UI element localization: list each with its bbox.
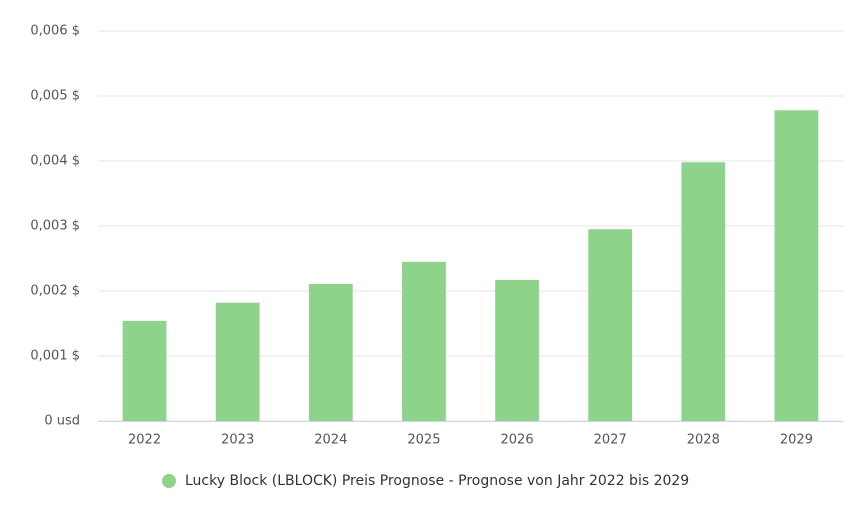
y-tick-label: 0,003 $ <box>30 219 80 234</box>
y-tick-label: 0,001 $ <box>30 349 80 364</box>
y-tick-label: 0,006 $ <box>30 24 80 39</box>
x-tick-label: 2024 <box>314 433 347 448</box>
bar <box>215 302 260 421</box>
x-tick-label: 2029 <box>780 433 813 448</box>
bar <box>495 279 539 421</box>
bar <box>122 320 167 421</box>
x-tick-label: 2025 <box>407 433 440 448</box>
bar <box>588 229 633 421</box>
x-tick-label: 2027 <box>594 433 627 448</box>
y-tick-label: 0,005 $ <box>30 89 80 104</box>
x-tick-label: 2023 <box>221 433 254 448</box>
y-tick-label: 0,004 $ <box>30 154 80 169</box>
x-tick-label: 2028 <box>687 433 720 448</box>
bar <box>681 162 726 422</box>
bar <box>308 283 353 421</box>
x-tick-label: 2026 <box>501 433 534 448</box>
y-tick-label: 0,002 $ <box>30 284 80 299</box>
x-tick-label: 2022 <box>128 433 161 448</box>
bar <box>402 261 446 421</box>
legend-text: Lucky Block (LBLOCK) Preis Prognose - Pr… <box>185 473 689 489</box>
legend-marker <box>162 474 176 488</box>
y-tick-label: 0 usd <box>44 414 80 429</box>
bar <box>774 110 819 422</box>
